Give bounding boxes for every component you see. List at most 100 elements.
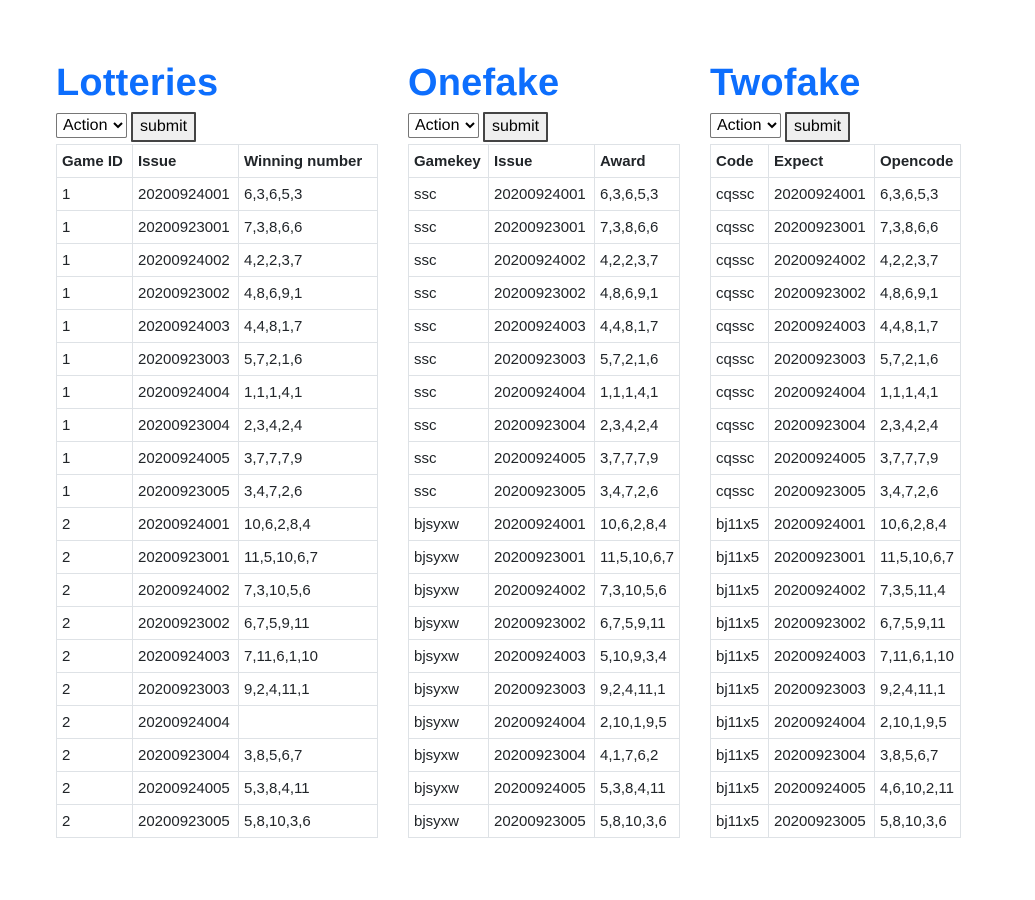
table-cell: 9,2,4,11,1 — [238, 672, 378, 706]
table-cell: 20200923001 — [488, 540, 595, 574]
table-cell: 4,4,8,1,7 — [874, 309, 961, 343]
page-title: Onefake — [408, 62, 560, 104]
table-row: bjsyxw 20200923005 5,8,10,3,6 — [408, 804, 680, 838]
table-cell: cqssc — [710, 342, 769, 376]
table-cell: bjsyxw — [408, 705, 489, 739]
table-cell: 20200924004 — [488, 705, 595, 739]
table-cell: 2 — [56, 738, 133, 772]
table-cell: 20200923001 — [488, 210, 595, 244]
table-header-row: Gamekey Issue Award — [408, 144, 680, 178]
table-row: cqssc 20200923004 2,3,4,2,4 — [710, 408, 961, 442]
table-cell: 2 — [56, 573, 133, 607]
submit-button[interactable]: submit — [785, 112, 851, 142]
table-cell: 20200924005 — [488, 441, 595, 475]
table-row: 2 20200923002 6,7,5,9,11 — [56, 606, 378, 640]
table-cell: 5,3,8,4,11 — [594, 771, 680, 805]
table-cell: 3,8,5,6,7 — [874, 738, 961, 772]
table-cell: bj11x5 — [710, 672, 769, 706]
table-cell: ssc — [408, 210, 489, 244]
table-cell: 20200924004 — [132, 705, 239, 739]
table-row: bj11x5 20200923003 9,2,4,11,1 — [710, 672, 961, 706]
column-header: Gamekey — [408, 144, 489, 178]
table-row: ssc 20200924002 4,2,2,3,7 — [408, 243, 680, 277]
table-cell: 10,6,2,8,4 — [238, 507, 378, 541]
table-row: bjsyxw 20200924001 10,6,2,8,4 — [408, 507, 680, 541]
table-cell: 4,4,8,1,7 — [238, 309, 378, 343]
table-cell: ssc — [408, 177, 489, 211]
table-cell: cqssc — [710, 243, 769, 277]
table-cell: 20200923005 — [768, 804, 875, 838]
table-cell: bjsyxw — [408, 672, 489, 706]
table-cell: 20200923003 — [132, 342, 239, 376]
table-cell: 20200923003 — [768, 342, 875, 376]
table-cell: 20200924004 — [132, 375, 239, 409]
submit-button[interactable]: submit — [483, 112, 549, 142]
table-cell: 6,7,5,9,11 — [874, 606, 961, 640]
table-cell: 7,3,8,6,6 — [238, 210, 378, 244]
action-bar: Action submit — [408, 112, 680, 144]
table-cell: 7,3,8,6,6 — [594, 210, 680, 244]
table-cell: bj11x5 — [710, 507, 769, 541]
table-cell: 2 — [56, 540, 133, 574]
table-cell: 7,11,6,1,10 — [874, 639, 961, 673]
table-cell: 20200924001 — [768, 177, 875, 211]
page-title: Twofake — [710, 62, 861, 104]
table-row: 1 20200924002 4,2,2,3,7 — [56, 243, 378, 277]
table-cell: 20200923005 — [132, 804, 239, 838]
table-row: 1 20200923003 5,7,2,1,6 — [56, 342, 378, 376]
table-cell: 20200923005 — [488, 474, 595, 508]
data-table: Code Expect Opencode cqssc 20200924001 6,3… — [710, 144, 961, 838]
table-row: cqssc 20200923001 7,3,8,6,6 — [710, 210, 961, 244]
table-cell: 20200924005 — [488, 771, 595, 805]
table-cell: bjsyxw — [408, 804, 489, 838]
table-cell: 7,11,6,1,10 — [238, 639, 378, 673]
table-cell: 9,2,4,11,1 — [594, 672, 680, 706]
table-cell: bjsyxw — [408, 507, 489, 541]
table-row: ssc 20200923002 4,8,6,9,1 — [408, 276, 680, 310]
table-cell: 20200924001 — [132, 507, 239, 541]
table-cell: 7,3,5,11,4 — [874, 573, 961, 607]
table-cell: cqssc — [710, 276, 769, 310]
table-cell: 20200923005 — [488, 804, 595, 838]
table-cell: 4,6,10,2,11 — [874, 771, 961, 805]
table-row: 2 20200924004 — [56, 705, 378, 739]
table-cell: 3,4,7,2,6 — [238, 474, 378, 508]
table-cell: 20200924002 — [132, 243, 239, 277]
table-cell: 6,7,5,9,11 — [594, 606, 680, 640]
action-select[interactable]: Action — [56, 113, 127, 138]
table-row: 1 20200923004 2,3,4,2,4 — [56, 408, 378, 442]
table-cell: ssc — [408, 408, 489, 442]
table-cell: 20200923002 — [488, 606, 595, 640]
table-cell: 1 — [56, 243, 133, 277]
table-row: 2 20200924005 5,3,8,4,11 — [56, 771, 378, 805]
table-cell: 2 — [56, 672, 133, 706]
table-cell: bj11x5 — [710, 573, 769, 607]
table-cell: cqssc — [710, 441, 769, 475]
table-cell: 20200923004 — [132, 408, 239, 442]
table-row: cqssc 20200924003 4,4,8,1,7 — [710, 309, 961, 343]
page-title: Lotteries — [56, 62, 219, 104]
table-cell: 20200924004 — [488, 375, 595, 409]
table-row: ssc 20200923004 2,3,4,2,4 — [408, 408, 680, 442]
table-row: 1 20200924003 4,4,8,1,7 — [56, 309, 378, 343]
table-cell: 2,3,4,2,4 — [874, 408, 961, 442]
column-header: Expect — [768, 144, 875, 178]
table-row: ssc 20200924005 3,7,7,7,9 — [408, 441, 680, 475]
table-cell: 20200924002 — [768, 573, 875, 607]
action-select[interactable]: Action — [408, 113, 479, 138]
table-row: bj11x5 20200923005 5,8,10,3,6 — [710, 804, 961, 838]
table-cell: 20200924003 — [768, 309, 875, 343]
table-cell: ssc — [408, 243, 489, 277]
table-cell: 20200923001 — [132, 540, 239, 574]
table-row: bjsyxw 20200923003 9,2,4,11,1 — [408, 672, 680, 706]
submit-button[interactable]: submit — [131, 112, 197, 142]
table-row: bjsyxw 20200923002 6,7,5,9,11 — [408, 606, 680, 640]
table-cell: 3,7,7,7,9 — [238, 441, 378, 475]
table-cell: 1,1,1,4,1 — [874, 375, 961, 409]
table-row: 1 20200923001 7,3,8,6,6 — [56, 210, 378, 244]
action-select[interactable]: Action — [710, 113, 781, 138]
table-row: 1 20200924001 6,3,6,5,3 — [56, 177, 378, 211]
table-cell: 1 — [56, 177, 133, 211]
table-cell: 20200923004 — [488, 738, 595, 772]
column-header: Issue — [488, 144, 595, 178]
